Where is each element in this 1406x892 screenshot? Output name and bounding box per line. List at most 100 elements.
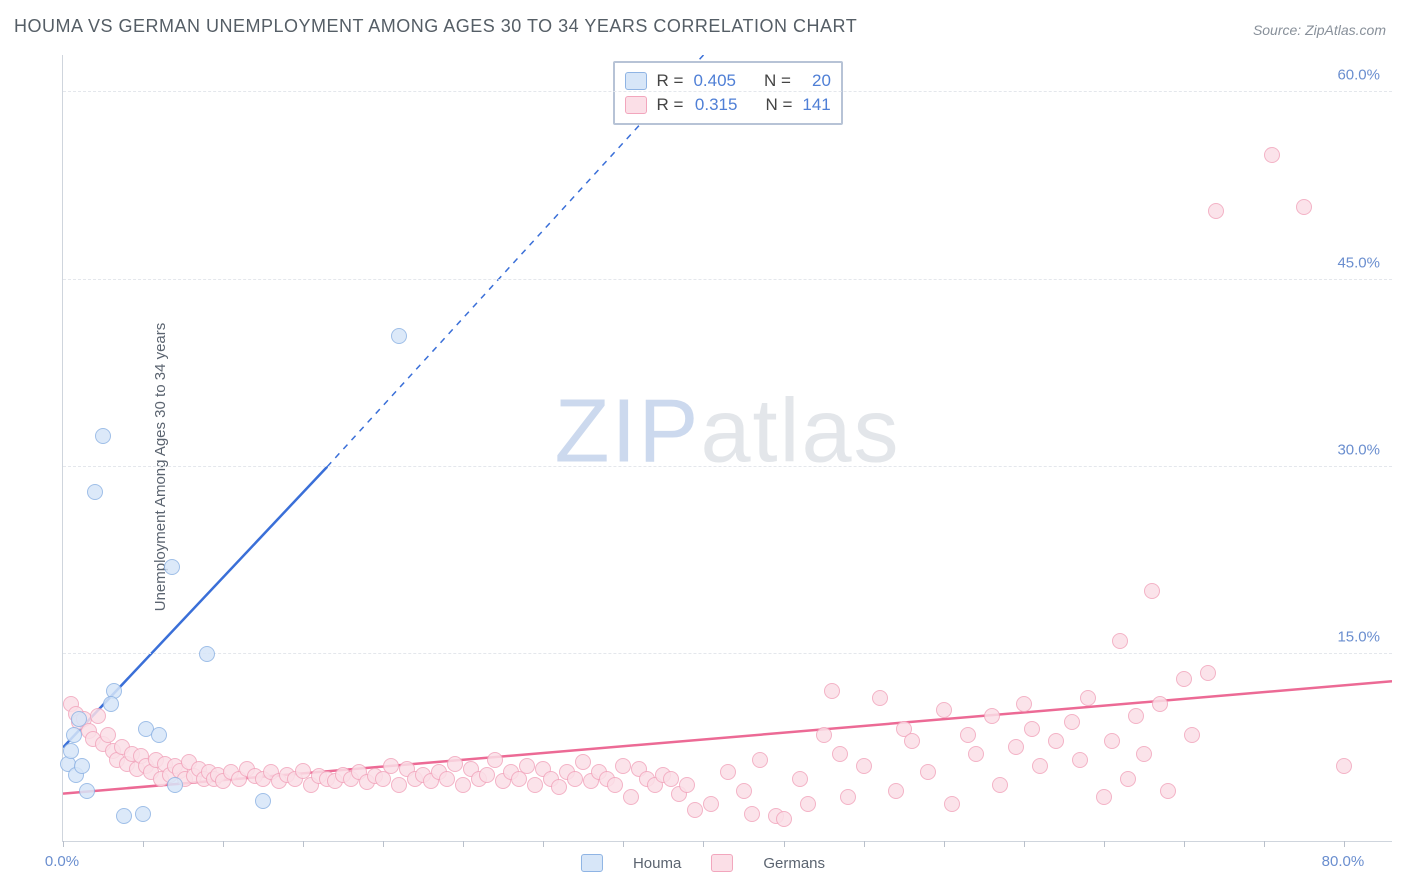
german-point xyxy=(888,783,904,799)
x-tick-mark xyxy=(1104,841,1105,847)
stats-legend-box: R = 0.405 N = 20 R = 0.315 N = 141 xyxy=(613,61,843,125)
x-tick-mark xyxy=(383,841,384,847)
german-point xyxy=(703,796,719,812)
german-point xyxy=(455,777,471,793)
legend-bottom: Houma Germans xyxy=(581,854,825,872)
german-point xyxy=(752,752,768,768)
german-point xyxy=(872,690,888,706)
houma-point xyxy=(199,646,215,662)
german-point xyxy=(1104,733,1120,749)
german-point xyxy=(383,758,399,774)
x-tick-mark xyxy=(703,841,704,847)
houma-point xyxy=(164,559,180,575)
x-tick-mark xyxy=(944,841,945,847)
german-point xyxy=(1200,665,1216,681)
stats-row-german: R = 0.315 N = 141 xyxy=(625,93,831,117)
houma-point xyxy=(63,743,79,759)
german-point xyxy=(1080,690,1096,706)
stat-r-label: R = xyxy=(657,95,684,115)
y-tick-label: 30.0% xyxy=(1337,441,1380,458)
houma-point xyxy=(79,783,95,799)
y-tick-label: 60.0% xyxy=(1337,67,1380,84)
german-point xyxy=(736,783,752,799)
houma-swatch xyxy=(625,72,647,90)
houma-point xyxy=(74,758,90,774)
german-point xyxy=(936,702,952,718)
german-point xyxy=(479,767,495,783)
german-point xyxy=(776,811,792,827)
german-point xyxy=(960,727,976,743)
german-point xyxy=(1120,771,1136,787)
houma-point xyxy=(391,328,407,344)
german-point xyxy=(519,758,535,774)
german-point xyxy=(744,806,760,822)
trend-lines xyxy=(63,55,1392,841)
houma-point xyxy=(135,806,151,822)
houma-point xyxy=(66,727,82,743)
german-point xyxy=(1024,721,1040,737)
houma-point xyxy=(167,777,183,793)
german-point xyxy=(439,771,455,787)
german-point xyxy=(90,708,106,724)
german-point xyxy=(792,771,808,787)
german-point xyxy=(1112,633,1128,649)
x-tick-mark xyxy=(143,841,144,847)
german-point xyxy=(840,789,856,805)
german-point xyxy=(527,777,543,793)
german-point xyxy=(920,764,936,780)
german-point xyxy=(904,733,920,749)
german-point xyxy=(832,746,848,762)
german-point xyxy=(1128,708,1144,724)
german-point xyxy=(816,727,832,743)
german-point xyxy=(1336,758,1352,774)
german-point xyxy=(1016,696,1032,712)
watermark-atlas: atlas xyxy=(700,382,900,482)
german-point xyxy=(623,789,639,805)
german-point xyxy=(567,771,583,787)
gridline xyxy=(63,279,1392,280)
german-point xyxy=(1208,203,1224,219)
german-point xyxy=(992,777,1008,793)
german-point xyxy=(944,796,960,812)
german-point xyxy=(968,746,984,762)
gridline xyxy=(63,91,1392,92)
watermark-zip: ZIP xyxy=(554,382,700,482)
legend-houma-label: Houma xyxy=(633,855,681,872)
houma-point xyxy=(151,727,167,743)
german-point xyxy=(1176,671,1192,687)
german-point xyxy=(615,758,631,774)
houma-point xyxy=(87,484,103,500)
stat-n-label: N = xyxy=(765,95,792,115)
stat-r-label: R = xyxy=(657,71,684,91)
german-point xyxy=(391,777,407,793)
german-point xyxy=(1072,752,1088,768)
german-point xyxy=(824,683,840,699)
german-point xyxy=(447,756,463,772)
german-point xyxy=(1160,783,1176,799)
german-point xyxy=(607,777,623,793)
german-point xyxy=(1064,714,1080,730)
x-tick-mark xyxy=(63,841,64,847)
german-point xyxy=(1096,789,1112,805)
gridline xyxy=(63,466,1392,467)
stat-r-german: 0.315 xyxy=(693,95,737,115)
german-point xyxy=(679,777,695,793)
y-tick-label: 45.0% xyxy=(1337,254,1380,271)
german-swatch xyxy=(625,96,647,114)
x-tick-mark xyxy=(463,841,464,847)
legend-german-label: Germans xyxy=(763,855,825,872)
german-point xyxy=(1008,739,1024,755)
stat-n-houma: 20 xyxy=(801,71,831,91)
x-tick-mark xyxy=(1344,841,1345,847)
stats-row-houma: R = 0.405 N = 20 xyxy=(625,69,831,93)
german-point xyxy=(1032,758,1048,774)
german-point xyxy=(800,796,816,812)
german-point xyxy=(1136,746,1152,762)
german-point xyxy=(1296,199,1312,215)
german-point xyxy=(720,764,736,780)
german-point xyxy=(856,758,872,774)
stat-n-german: 141 xyxy=(802,95,830,115)
german-point xyxy=(575,754,591,770)
german-point xyxy=(1184,727,1200,743)
x-tick-mark xyxy=(303,841,304,847)
